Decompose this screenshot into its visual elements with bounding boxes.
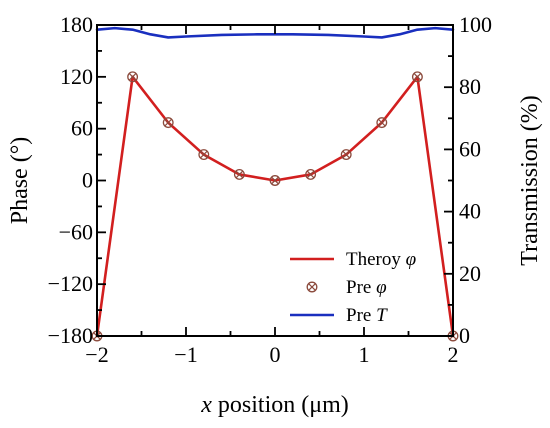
legend-item: Pre φ xyxy=(306,277,387,298)
x-axis-title: x position (μm) xyxy=(200,392,349,418)
legend-label: Theroy φ xyxy=(346,249,416,270)
y-left-tick-label: 0 xyxy=(82,168,93,193)
series-line-transmission xyxy=(95,26,455,39)
y-left-tick-label: 60 xyxy=(71,116,93,141)
legend-item: Theroy φ xyxy=(290,249,416,270)
data-point-marker xyxy=(198,149,210,161)
y-left-tick-label: 180 xyxy=(60,12,93,37)
series-line-phase-theory xyxy=(95,75,455,338)
y-axis-left-title: Phase (°) xyxy=(7,137,33,225)
x-tick-label: 2 xyxy=(448,342,459,367)
data-point-marker xyxy=(305,169,317,180)
x-tick-label: −1 xyxy=(174,342,197,367)
legend-label: Pre φ xyxy=(346,277,387,298)
x-axis-title-var: x xyxy=(200,392,212,418)
x-tick-label: 0 xyxy=(270,342,281,367)
y-right-tick-label: 100 xyxy=(459,12,492,37)
data-point-marker xyxy=(306,281,318,293)
ticks-layer xyxy=(96,24,454,337)
legend-item: Pre T xyxy=(290,305,388,326)
x-tick-label: 1 xyxy=(359,342,370,367)
data-point-marker xyxy=(376,117,388,129)
series-layer xyxy=(91,26,459,342)
y-right-tick-label: 60 xyxy=(459,136,481,161)
data-point-marker xyxy=(127,71,139,83)
y-right-tick-label: 20 xyxy=(459,261,481,286)
y-left-tick-label: 120 xyxy=(60,64,93,89)
data-point-marker xyxy=(340,149,352,161)
legend-label: Pre T xyxy=(346,305,388,326)
y-right-tick-label: 40 xyxy=(459,199,481,224)
y-right-tick-label: 80 xyxy=(459,74,481,99)
y-right-tick-label: 0 xyxy=(459,323,470,348)
y-left-tick-label: −60 xyxy=(59,219,93,244)
y-left-tick-label: −180 xyxy=(48,323,93,348)
x-tick-label: −2 xyxy=(85,342,108,367)
legend: Theroy φ Pre φ Pre T xyxy=(290,249,416,326)
data-point-marker xyxy=(269,175,281,186)
y-axis-right-title: Transmission (%) xyxy=(517,95,543,265)
data-point-marker xyxy=(162,117,174,129)
x-axis-title-rest: position (μm) xyxy=(212,392,349,418)
data-point-marker xyxy=(233,169,245,180)
labels-layer: −2 −1 0 1 2 180 120 60 0 −60 −120 −180 100 80 60 40 20 0 xyxy=(48,12,492,367)
data-point-marker xyxy=(411,71,423,83)
y-left-tick-label: −120 xyxy=(48,271,93,296)
